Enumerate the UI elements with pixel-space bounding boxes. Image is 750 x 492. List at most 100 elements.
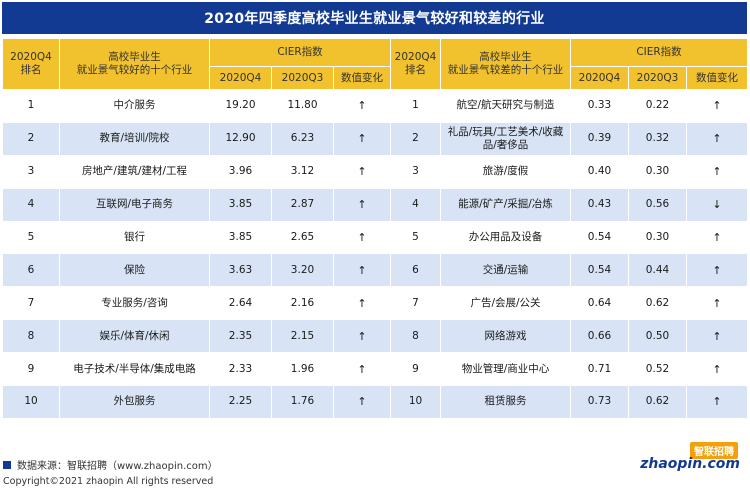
cell-change-right: ↓ [686, 187, 748, 222]
logo-cn: 智联招聘 [690, 442, 738, 459]
cell-change-left: ↑ [333, 352, 391, 387]
table-row: 4 互联网/电子商务 3.85 2.87 ↑ 4 能源/矿产/采掘/冶炼 0.43 0.56 ↓ [2, 187, 748, 222]
cell-change-left: ↑ [333, 154, 391, 189]
cell-industry-left: 娱乐/体育/休闲 [59, 319, 210, 354]
cell-change-left: ↑ [333, 187, 391, 222]
cell-q3-right: 0.44 [628, 253, 687, 288]
cell-q4-right: 0.73 [570, 385, 629, 419]
cell-q3-right: 0.30 [628, 220, 687, 255]
table-row: 5 银行 3.85 2.65 ↑ 5 办公用品及设备 0.54 0.30 ↑ [2, 220, 748, 255]
cell-rank-left: 6 [2, 253, 60, 288]
cell-change-right: ↑ [686, 319, 748, 354]
cell-q4-right: 0.43 [570, 187, 629, 222]
cell-q3-right: 0.50 [628, 319, 687, 354]
cell-q4-right: 0.54 [570, 220, 629, 255]
cell-industry-right: 网络游戏 [440, 319, 571, 354]
cell-q4-right: 0.64 [570, 286, 629, 321]
cell-industry-right: 办公用品及设备 [440, 220, 571, 255]
cell-q4-right: 0.66 [570, 319, 629, 354]
cell-q4-right: 0.71 [570, 352, 629, 387]
source-marker-icon [3, 460, 11, 469]
cell-change-right: ↑ [686, 286, 748, 321]
cell-industry-left: 互联网/电子商务 [59, 187, 210, 222]
cell-industry-right: 交通/运输 [440, 253, 571, 288]
cell-change-right: ↑ [686, 121, 748, 156]
cell-q4-left: 2.25 [209, 385, 272, 419]
cell-q3-left: 3.20 [271, 253, 334, 288]
cell-industry-right: 航空/航天研究与制造 [440, 89, 571, 123]
cell-rank-left: 5 [2, 220, 60, 255]
cell-change-right: ↑ [686, 154, 748, 189]
header-rank-left: 2020Q4 排名 [2, 38, 60, 90]
cell-change-right: ↑ [686, 220, 748, 255]
header-cier-left: CIER指数 [209, 38, 391, 67]
cell-rank-left: 1 [2, 89, 60, 123]
cell-change-left: ↑ [333, 89, 391, 123]
cell-q3-left: 2.16 [271, 286, 334, 321]
cell-rank-left: 7 [2, 286, 60, 321]
cell-q4-left: 3.85 [209, 220, 272, 255]
header-q3-right: 2020Q3 [628, 66, 687, 90]
cell-rank-left: 10 [2, 385, 60, 419]
cell-q4-left: 2.35 [209, 319, 272, 354]
copyright: Copyright©2021 zhaopin All rights reserv… [3, 476, 214, 487]
cell-q4-right: 0.40 [570, 154, 629, 189]
cell-q3-right: 0.62 [628, 286, 687, 321]
cell-rank-right: 7 [390, 286, 441, 321]
cell-industry-right: 物业管理/商业中心 [440, 352, 571, 387]
cell-industry-left: 教育/培训/院校 [59, 121, 210, 156]
cell-rank-right: 3 [390, 154, 441, 189]
cell-change-left: ↑ [333, 385, 391, 419]
cell-change-left: ↑ [333, 121, 391, 156]
cell-change-left: ↑ [333, 286, 391, 321]
header-industry-right: 高校毕业生 就业景气较差的十个行业 [440, 38, 571, 90]
cell-q4-left: 3.85 [209, 187, 272, 222]
table-title: 2020年四季度高校毕业生就业景气较好和较差的行业 [2, 2, 747, 34]
cell-q3-left: 6.23 [271, 121, 334, 156]
cell-change-right: ↑ [686, 352, 748, 387]
cell-rank-right: 1 [390, 89, 441, 123]
cell-q3-left: 2.87 [271, 187, 334, 222]
cell-rank-right: 5 [390, 220, 441, 255]
cell-change-right: ↑ [686, 253, 748, 288]
cell-q4-left: 3.96 [209, 154, 272, 189]
cell-rank-right: 9 [390, 352, 441, 387]
cell-change-left: ↑ [333, 319, 391, 354]
cell-rank-left: 8 [2, 319, 60, 354]
cell-q4-left: 2.64 [209, 286, 272, 321]
cell-industry-right: 礼品/玩具/工艺美术/收藏品/奢侈品 [440, 121, 571, 156]
cell-industry-left: 外包服务 [59, 385, 210, 419]
header-rank-right: 2020Q4 排名 [390, 38, 441, 90]
cell-rank-right: 8 [390, 319, 441, 354]
table-row: 2 教育/培训/院校 12.90 6.23 ↑ 2 礼品/玩具/工艺美术/收藏品/奢侈品 0.… [2, 121, 748, 156]
header-industry-left: 高校毕业生 就业景气较好的十个行业 [59, 38, 210, 90]
header-q3-left: 2020Q3 [271, 66, 334, 90]
cell-q3-right: 0.32 [628, 121, 687, 156]
cell-q3-right: 0.30 [628, 154, 687, 189]
cell-rank-right: 6 [390, 253, 441, 288]
cell-q4-right: 0.39 [570, 121, 629, 156]
cell-industry-right: 租赁服务 [440, 385, 571, 419]
cell-q4-right: 0.33 [570, 89, 629, 123]
cell-industry-left: 电子技术/半导体/集成电路 [59, 352, 210, 387]
header-change-right: 数值变化 [686, 66, 748, 90]
table-row: 1 中介服务 19.20 11.80 ↑ 1 航空/航天研究与制造 0.33 0.22 ↑ [2, 89, 748, 123]
cell-q3-right: 0.56 [628, 187, 687, 222]
cell-q4-right: 0.54 [570, 253, 629, 288]
cell-q3-right: 0.62 [628, 385, 687, 419]
table-row: 6 保险 3.63 3.20 ↑ 6 交通/运输 0.54 0.44 ↑ [2, 253, 748, 288]
cell-rank-right: 4 [390, 187, 441, 222]
cell-rank-right: 10 [390, 385, 441, 419]
data-source: 数据来源：智联招聘（www.zhaopin.com） [3, 457, 218, 472]
cell-change-left: ↑ [333, 220, 391, 255]
cell-industry-left: 保险 [59, 253, 210, 288]
cell-rank-right: 2 [390, 121, 441, 156]
cell-change-right: ↑ [686, 385, 748, 419]
cell-industry-left: 专业服务/咨询 [59, 286, 210, 321]
cell-rank-left: 4 [2, 187, 60, 222]
logo-en: zhaopin.com [640, 456, 740, 472]
table-row: 8 娱乐/体育/休闲 2.35 2.15 ↑ 8 网络游戏 0.66 0.50 ↑ [2, 319, 748, 354]
cell-industry-left: 银行 [59, 220, 210, 255]
cell-q3-right: 0.52 [628, 352, 687, 387]
cell-q3-left: 1.96 [271, 352, 334, 387]
